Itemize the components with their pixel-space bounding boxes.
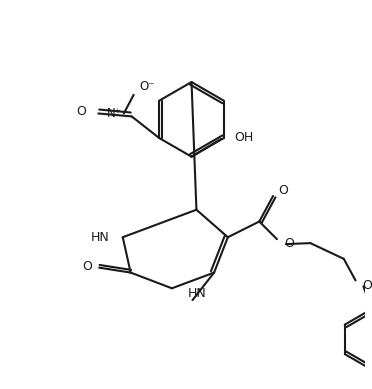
Text: O: O — [83, 260, 92, 273]
Text: OH: OH — [235, 131, 254, 144]
Text: O⁻: O⁻ — [140, 81, 155, 93]
Text: O: O — [362, 279, 372, 292]
Text: HN: HN — [90, 231, 109, 244]
Text: O: O — [77, 105, 87, 118]
Text: HN: HN — [187, 287, 206, 300]
Text: O: O — [278, 184, 288, 196]
Text: O: O — [284, 237, 294, 250]
Text: N⁺: N⁺ — [107, 107, 122, 120]
